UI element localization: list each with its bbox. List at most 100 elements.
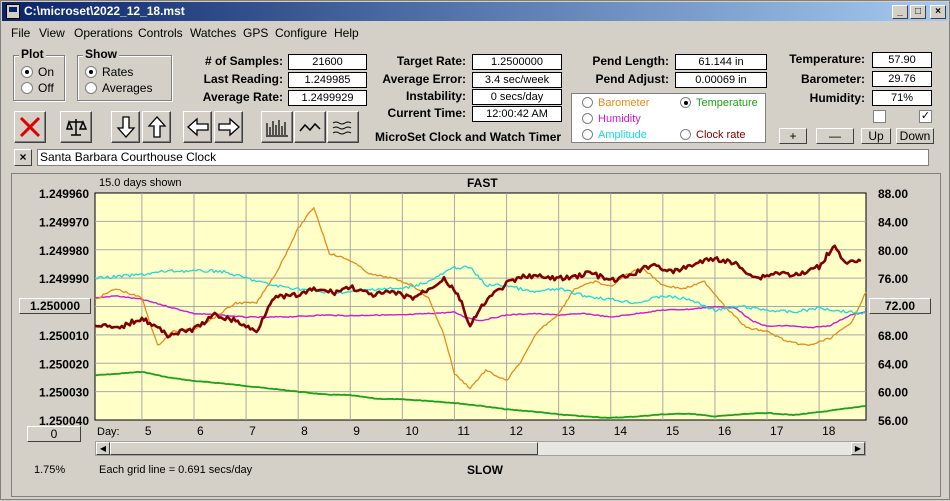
minimize-icon[interactable]: _ <box>892 5 908 19</box>
balance-scale-icon <box>66 119 88 136</box>
noise-view-button[interactable] <box>327 111 359 143</box>
x-tick-label: 9 <box>353 424 360 438</box>
scroll-right-icon[interactable]: ▶ <box>851 442 865 455</box>
show-rates-radio[interactable]: Rates <box>85 65 133 79</box>
menu-view[interactable]: View <box>39 26 65 40</box>
clock-name-field[interactable]: Santa Barbara Courthouse Clock <box>37 149 929 166</box>
menu-configure[interactable]: Configure <box>275 26 328 40</box>
samples-field: 21600 <box>288 54 367 70</box>
pend-length-field: 61.144 in <box>675 54 767 70</box>
right-axis-center-button[interactable]: 72.00 <box>869 298 931 314</box>
barometer-radio[interactable]: Barometer <box>582 97 649 109</box>
y-right-tick-label: 84.00 <box>878 215 908 229</box>
checkbox-right[interactable]: ✓ <box>919 110 932 123</box>
x-tick-label: 17 <box>770 424 784 438</box>
amplitude-radio[interactable]: Amplitude <box>582 129 647 141</box>
scroll-left-icon[interactable]: ◀ <box>96 442 110 455</box>
arrow-right-icon <box>218 117 240 137</box>
arrow-left-icon <box>187 117 209 137</box>
plot-on-radio[interactable]: On <box>21 65 54 79</box>
average-error-field: 3.4 sec/week <box>472 72 562 88</box>
maximize-icon[interactable]: □ <box>910 5 926 19</box>
series-line-clock-rate <box>94 244 862 339</box>
plot-off-radio[interactable]: Off <box>21 81 54 95</box>
temperature-label: Temperature: <box>789 52 865 66</box>
menu-controls[interactable]: Controls <box>138 26 183 40</box>
humidity-radio[interactable]: Humidity <box>582 113 641 125</box>
temperature-radio[interactable]: Temperature <box>680 97 758 109</box>
target-rate-label: Target Rate: <box>396 54 466 68</box>
y-right-tick-label: 56.00 <box>878 414 908 428</box>
y-right-tick-label: 68.00 <box>878 329 908 343</box>
last-reading-field: 1.249985 <box>288 72 367 88</box>
left-axis-center-button[interactable]: 1.250000 <box>19 298 91 314</box>
menu-help[interactable]: Help <box>334 26 359 40</box>
brand-title: MicroSet Clock and Watch Timer <box>375 130 562 144</box>
zero-button[interactable]: 0 <box>27 426 81 442</box>
down-button[interactable] <box>111 111 140 143</box>
menu-file[interactable]: File <box>11 26 31 40</box>
menu-gps[interactable]: GPS <box>243 26 269 40</box>
barometer-field: 29.76 <box>872 71 932 87</box>
series-line-temperature <box>94 370 867 419</box>
x-tick-label: 13 <box>562 424 576 438</box>
up-button[interactable] <box>142 111 171 143</box>
x-tick-label: 14 <box>614 424 628 438</box>
y-left-tick-label: 1.249970 <box>39 215 89 229</box>
x-tick-label: 8 <box>301 424 308 438</box>
stop-button[interactable] <box>14 111 46 143</box>
show-averages-radio[interactable]: Averages <box>85 81 152 95</box>
average-rate-label: Average Rate: <box>202 90 283 104</box>
scroll-thumb[interactable] <box>110 442 538 455</box>
left-button[interactable] <box>183 111 212 143</box>
series-line-amplitude <box>94 265 867 315</box>
day-axis-label: Day: <box>97 426 120 438</box>
right-button[interactable] <box>214 111 243 143</box>
y-right-tick-label: 60.00 <box>878 386 908 400</box>
humidity-field: 71% <box>872 90 932 106</box>
y-left-tick-label: 1.249980 <box>39 244 89 258</box>
x-tick-label: 15 <box>666 424 680 438</box>
menu-bar: File View Operations Controls Watches GP… <box>2 23 948 43</box>
y-left-tick-label: 1.249990 <box>39 272 89 286</box>
fast-label: FAST <box>467 176 498 190</box>
target-rate-field: 1.2500000 <box>472 54 562 70</box>
x-tick-label: 6 <box>197 424 204 438</box>
clock-rate-radio[interactable]: Clock rate <box>680 129 746 141</box>
scale-minus-button[interactable]: — <box>816 128 854 144</box>
x-tick-label: 16 <box>718 424 732 438</box>
average-error-label: Average Error: <box>382 72 466 86</box>
bars-icon <box>266 120 288 137</box>
y-left-tick-label: 1.250010 <box>39 329 89 343</box>
plot-group-title: Plot <box>19 47 46 61</box>
scale-plus-button[interactable]: + <box>779 128 807 144</box>
balance-button[interactable] <box>60 111 92 143</box>
bars-view-button[interactable] <box>261 111 293 143</box>
title-bar: C:\microset\2022_12_18.mst _ □ × <box>2 2 948 21</box>
horizontal-scrollbar[interactable]: ◀ ▶ <box>95 441 866 456</box>
app-icon <box>6 4 20 19</box>
red-x-icon <box>19 116 41 138</box>
arrow-down-icon <box>116 116 136 138</box>
window-title: C:\microset\2022_12_18.mst <box>24 4 185 18</box>
clear-name-button[interactable]: × <box>14 149 32 166</box>
wave-icon <box>299 122 321 132</box>
show-group-title: Show <box>83 47 119 61</box>
instability-label: Instability: <box>405 89 466 103</box>
menu-operations[interactable]: Operations <box>74 26 133 40</box>
scale-down-button[interactable]: Down <box>896 128 934 144</box>
wave-view-button[interactable] <box>294 111 326 143</box>
menu-watches[interactable]: Watches <box>190 26 237 40</box>
y-left-tick-label: 1.250040 <box>39 414 89 428</box>
x-tick-label: 11 <box>457 424 470 438</box>
slow-label: SLOW <box>467 463 503 477</box>
barometer-label: Barometer: <box>800 72 865 86</box>
last-reading-label: Last Reading: <box>203 72 283 86</box>
close-icon[interactable]: × <box>930 5 946 19</box>
percent-label: 1.75% <box>34 464 66 476</box>
checkbox-left[interactable] <box>873 110 886 123</box>
grid-note: Each grid line = 0.691 secs/day <box>99 464 253 476</box>
y-left-tick-label: 1.250020 <box>39 357 89 371</box>
scale-up-button[interactable]: Up <box>861 128 891 144</box>
